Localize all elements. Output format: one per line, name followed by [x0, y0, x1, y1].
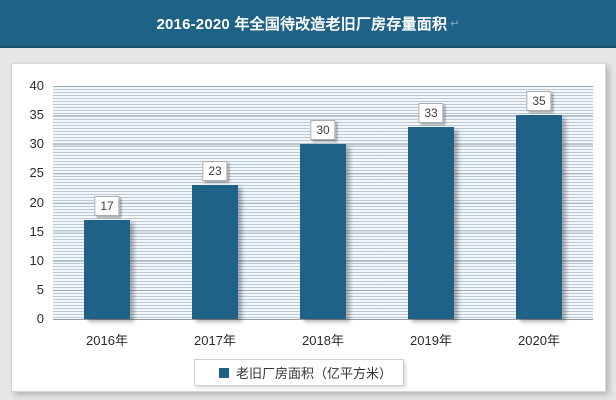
bar-2018年 [300, 144, 346, 319]
legend-label: 老旧厂房面积（亿平方米） [236, 366, 393, 381]
y-axis-tick-label: 40 [29, 78, 44, 93]
chart-title: 2016-2020 年全国待改造老旧厂房存量面积 [156, 15, 448, 33]
bar-value-label: 30 [310, 120, 336, 140]
legend: 老旧厂房面积（亿平方米） [194, 359, 404, 386]
y-axis-tick-label: 15 [29, 223, 44, 239]
paragraph-mark-artifact: ↵ [450, 17, 460, 30]
y-axis-tick-label: 30 [29, 136, 44, 152]
bar-2016年 [84, 220, 130, 319]
y-axis-tick-label: 35 [29, 107, 44, 123]
y-axis-tick-label: 10 [29, 252, 44, 268]
legend-swatch-icon [219, 367, 229, 378]
x-axis-category-label: 2020年 [518, 333, 560, 348]
bar-2019年 [408, 127, 454, 319]
bar-value-label: 23 [202, 161, 228, 181]
x-axis-category-label: 2018年 [302, 333, 344, 348]
x-axis-category-label: 2019年 [410, 333, 452, 348]
bar-value-label: 17 [94, 196, 120, 216]
y-axis-tick-label: 5 [36, 281, 44, 297]
bar-2017年 [192, 185, 238, 319]
chart-title-bar: 2016-2020 年全国待改造老旧厂房存量面积 ↵ [0, 0, 616, 48]
bar-2020年 [516, 115, 562, 319]
bar-value-label: 33 [418, 103, 444, 123]
x-axis-category-label: 2017年 [194, 333, 236, 348]
chart-panel: 17 23 30 33 35 0 5 10 15 20 25 30 35 40 2016年 2017年 20… [11, 63, 606, 392]
plot-area: 17 23 30 33 35 [53, 86, 593, 320]
y-axis-tick-label: 25 [29, 165, 44, 181]
y-axis-tick-label: 0 [36, 311, 44, 326]
x-axis-category-label: 2016年 [86, 333, 128, 348]
bar-value-label: 35 [526, 91, 552, 111]
y-axis-tick-label: 20 [29, 194, 44, 210]
